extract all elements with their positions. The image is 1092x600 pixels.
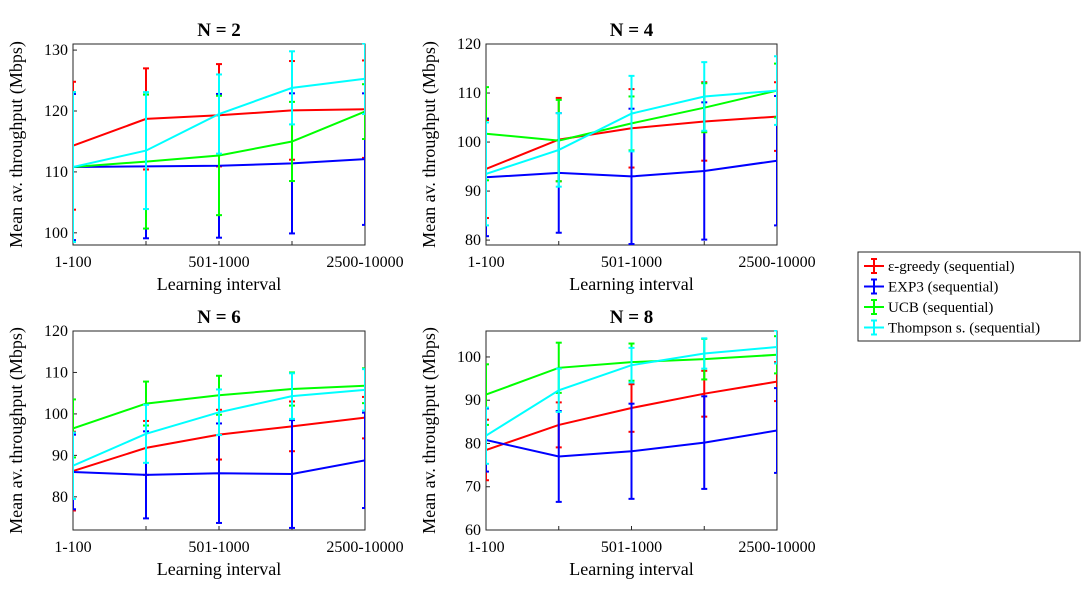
x-tick-label: 2500-10000 — [326, 254, 403, 271]
series-4 — [486, 55, 777, 227]
x-tick-label: 501-1000 — [188, 254, 249, 271]
y-tick-label: 90 — [465, 392, 481, 409]
x-tick-label: 501-1000 — [601, 254, 662, 271]
y-axis-label: Mean av. throughput (Mbps) — [419, 41, 440, 248]
x-axis-label: Learning interval — [569, 559, 693, 579]
y-tick-label: 130 — [44, 42, 68, 59]
y-tick-label: 110 — [45, 164, 68, 181]
y-tick-label: 100 — [44, 225, 68, 242]
chart-panel-4: 60 70 80 90 100 1-100 501-1000 2500-10000 N = 8 L… — [419, 307, 816, 579]
y-tick-label: 100 — [457, 134, 481, 151]
chart-title: N = 8 — [610, 307, 654, 328]
chart-title: N = 6 — [197, 307, 241, 328]
legend-box — [857, 251, 1081, 342]
series-2 — [486, 387, 777, 503]
series-4 — [486, 330, 777, 465]
series-line — [486, 429, 777, 458]
y-tick-label: 80 — [465, 232, 481, 249]
series-4 — [73, 368, 365, 500]
series-line — [73, 110, 365, 168]
y-axis-label: Mean av. throughput (Mbps) — [6, 327, 27, 534]
legend-label: UCB (sequential) — [888, 300, 993, 316]
y-axis-label: Mean av. throughput (Mbps) — [419, 327, 440, 534]
x-tick-label: 2500-10000 — [738, 539, 815, 556]
legend-item: UCB (sequential) — [864, 299, 993, 316]
series-line — [73, 77, 365, 168]
y-tick-label: 60 — [465, 522, 481, 539]
x-axis-label: Learning interval — [157, 274, 281, 294]
x-tick-label: 2500-10000 — [738, 254, 815, 271]
chart-panel-2: 80 90 100 110 120 1-100 501-1000 2500-10000 N = … — [419, 20, 816, 294]
x-tick-label: 501-1000 — [601, 539, 662, 556]
chart-panel-3: 80 90 100 110 120 1-100 501-1000 2500-10000 N = … — [6, 307, 404, 579]
chart-title: N = 4 — [610, 20, 654, 41]
legend-label: Thompson s. (sequential) — [888, 321, 1040, 337]
series-line — [486, 159, 777, 179]
y-tick-label: 110 — [458, 85, 481, 102]
series-line — [73, 388, 365, 467]
legend-item: ε-greedy (sequential) — [864, 258, 1015, 275]
y-tick-label: 80 — [465, 435, 481, 452]
series-line — [486, 346, 777, 437]
chart-title: N = 2 — [197, 20, 241, 41]
legend-label: EXP3 (sequential) — [888, 280, 998, 296]
y-tick-label: 80 — [52, 489, 68, 506]
legend-item: EXP3 (sequential) — [864, 278, 998, 296]
legend-label: ε-greedy (sequential) — [888, 259, 1015, 275]
x-tick-label: 1-100 — [54, 254, 91, 271]
series-line — [73, 459, 365, 476]
x-tick-label: 2500-10000 — [326, 539, 403, 556]
series-line — [486, 89, 777, 175]
y-tick-label: 100 — [44, 406, 68, 423]
y-tick-label: 120 — [457, 36, 481, 53]
legend: ε-greedy (sequential) EXP3 (sequential) UC… — [857, 251, 1081, 342]
y-tick-label: 120 — [44, 323, 68, 340]
y-tick-label: 110 — [45, 364, 68, 381]
chart-panel-1: 100 110 120 130 1-100 501-1000 2500-10000 N = 2… — [6, 20, 404, 294]
y-tick-label: 120 — [44, 103, 68, 120]
series-4 — [73, 43, 365, 243]
y-tick-label: 100 — [457, 349, 481, 366]
y-axis-label: Mean av. throughput (Mbps) — [6, 41, 27, 248]
x-tick-label: 501-1000 — [188, 539, 249, 556]
x-axis-label: Learning interval — [157, 559, 281, 579]
y-tick-label: 90 — [52, 447, 68, 464]
y-tick-label: 70 — [465, 479, 481, 496]
chart-panels: 100 110 120 130 1-100 501-1000 2500-10000 N = 2… — [6, 20, 816, 579]
x-tick-label: 1-100 — [467, 254, 504, 271]
x-axis-label: Learning interval — [569, 274, 693, 294]
x-tick-label: 1-100 — [467, 539, 504, 556]
legend-item: Thompson s. (sequential) — [864, 319, 1040, 337]
x-tick-label: 1-100 — [54, 539, 91, 556]
y-tick-label: 90 — [465, 183, 481, 200]
